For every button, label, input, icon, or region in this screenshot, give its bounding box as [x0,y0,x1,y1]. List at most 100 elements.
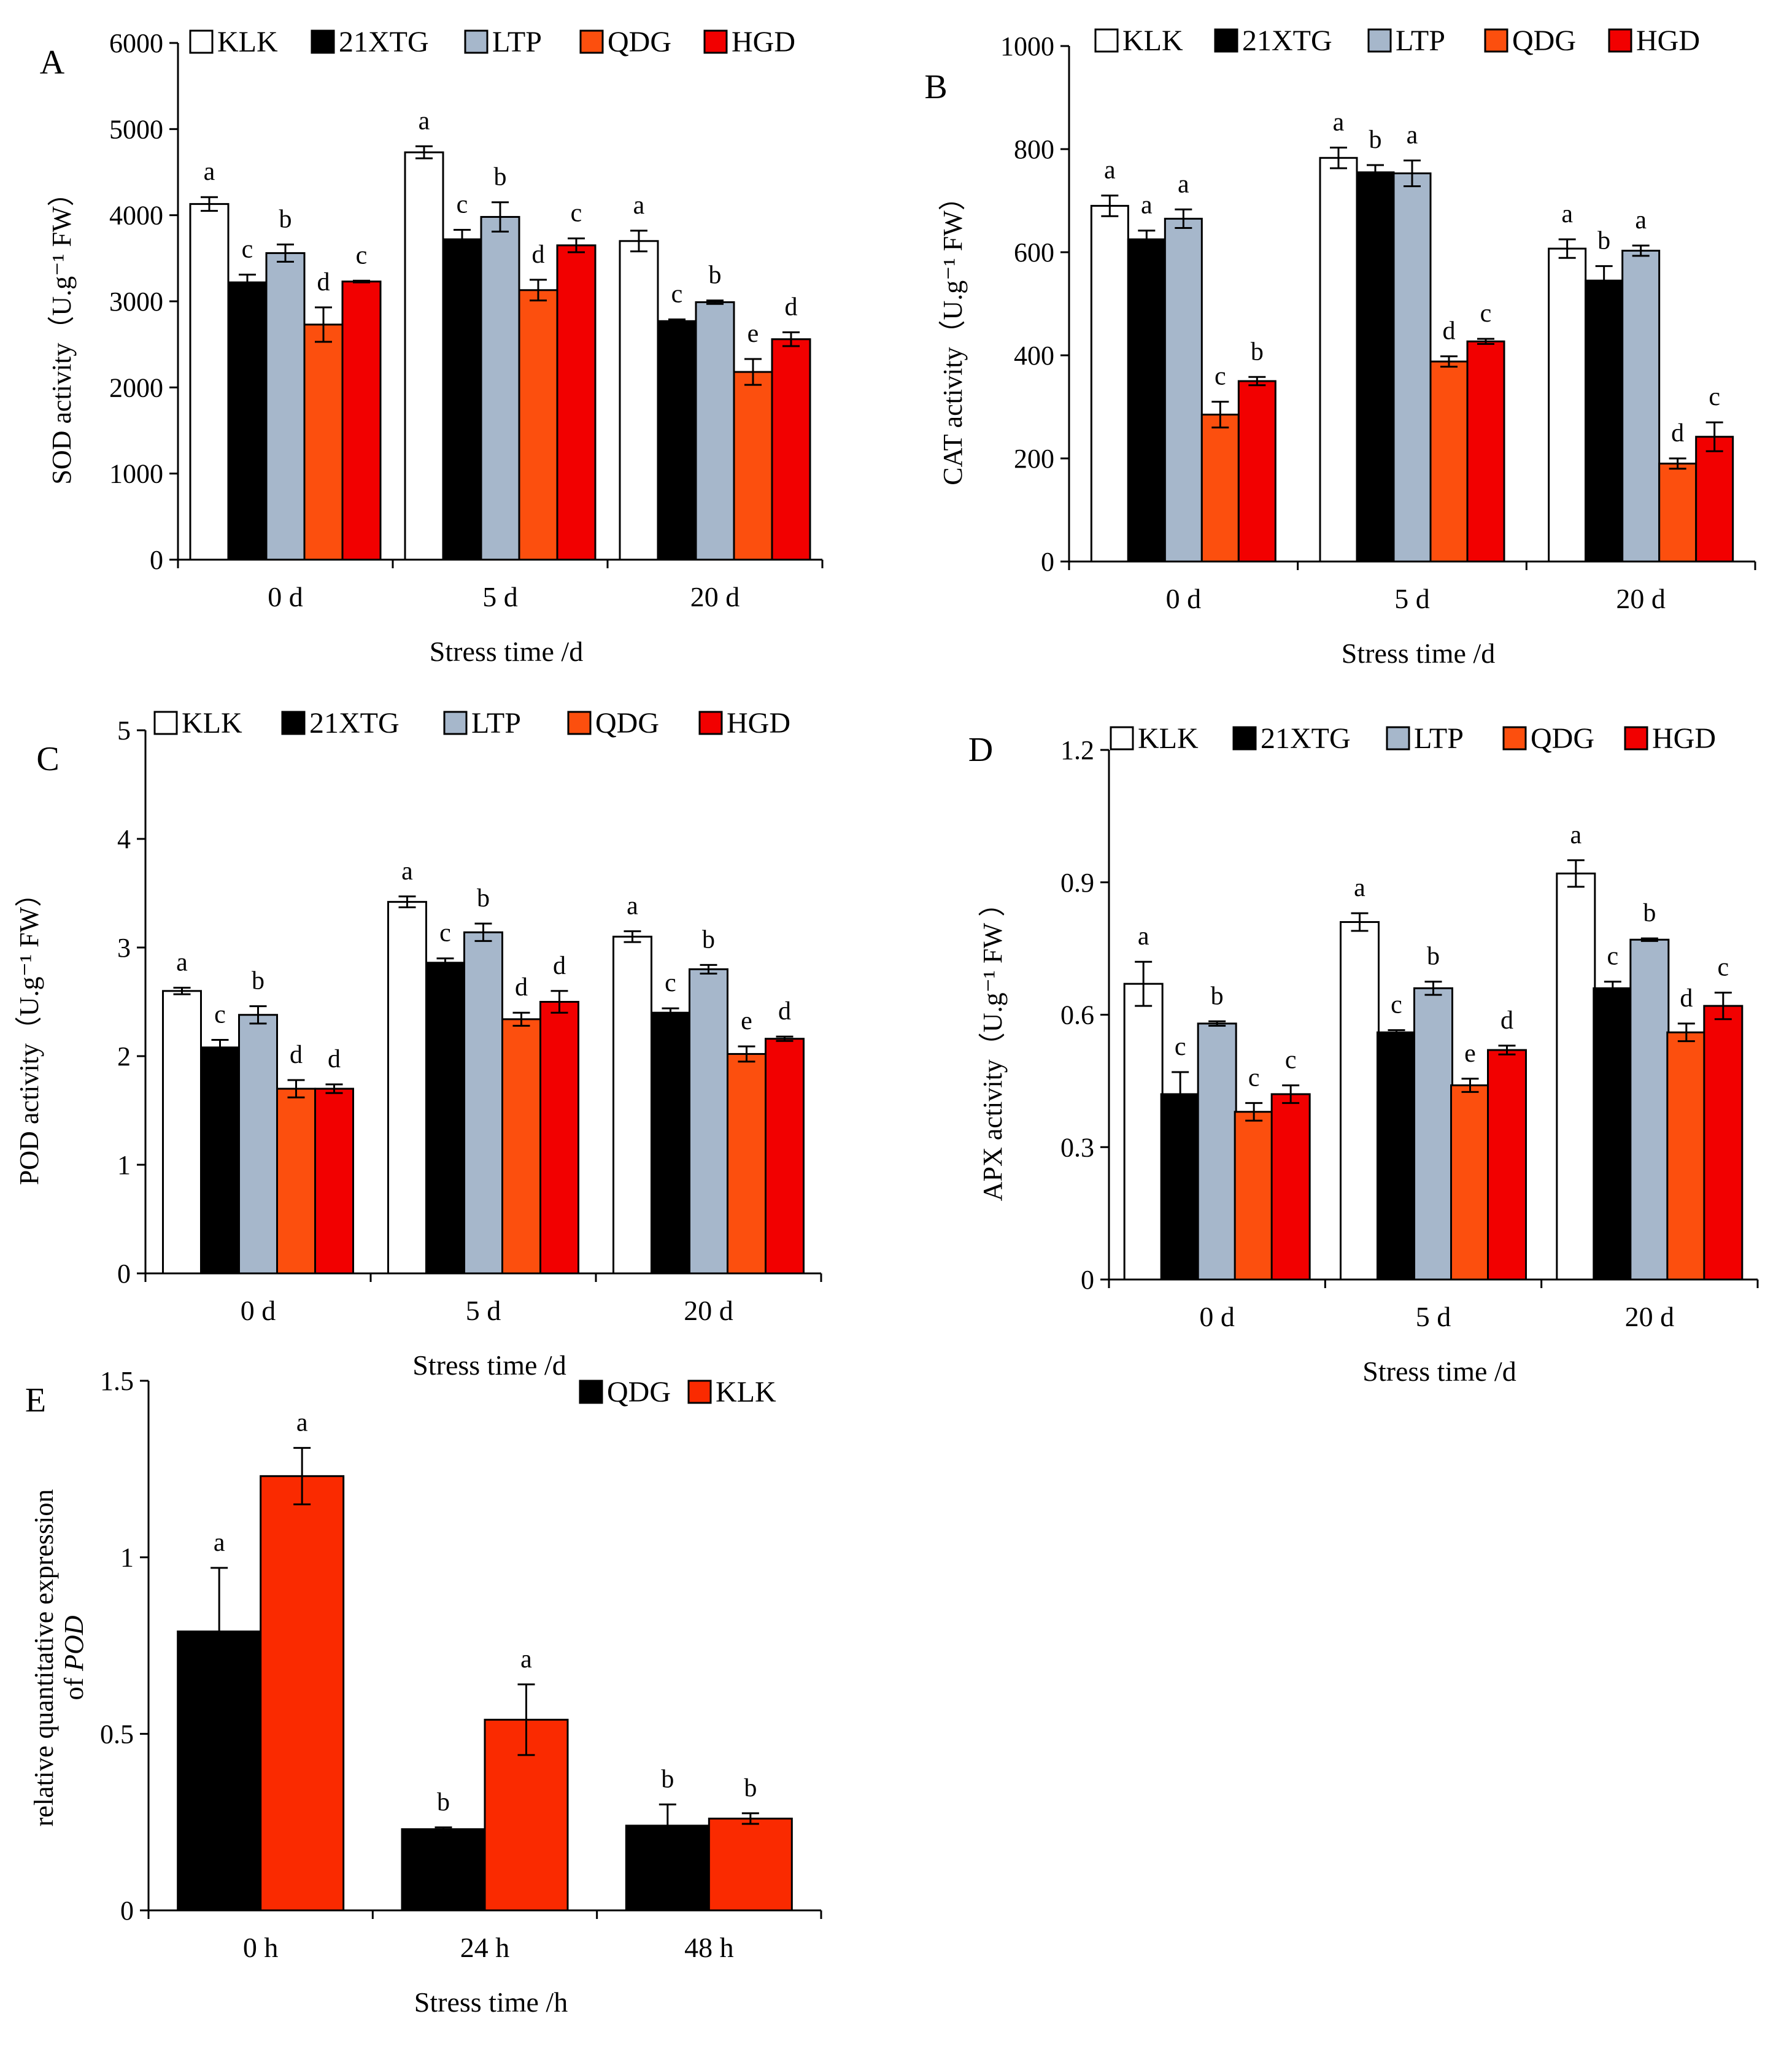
legend-label: QDG [595,707,659,739]
legend-swatch [579,29,604,54]
bar [463,931,503,1275]
y-axis-label: relative quantitative expression [29,1489,59,1827]
bar [265,252,306,561]
y-tick-label: 2 [117,1041,131,1071]
y-tick-label: 1 [120,1543,134,1573]
y-axis-label: APX activity（U.g⁻¹ FW ） [978,890,1008,1201]
y-tick-label: 0 [117,1259,131,1289]
legend-label: KLK [716,1376,776,1408]
bar [238,1014,278,1275]
y-tick-label: 0 [120,1896,134,1926]
legend-label: LTP [1396,25,1445,57]
legend-swatch [464,29,489,54]
legend-swatch [189,29,214,54]
panel-label: D [968,731,993,769]
bar [1658,462,1697,563]
legend-swatch [311,29,335,54]
significance-letter: b [1251,338,1264,366]
bar [1237,380,1276,563]
significance-letter: a [1635,206,1647,234]
y-axis-label-gene: of POD [59,1615,89,1700]
significance-letter: b [661,1765,674,1793]
y-tick-label: 1000 [1000,31,1054,61]
significance-letter: d [290,1041,303,1069]
bar [404,151,444,561]
bar [260,1475,345,1912]
legend-label: 21XTG [1242,25,1332,57]
significance-letter: a [204,158,215,186]
legend-swatch [1214,28,1238,53]
significance-letter: c [439,919,451,948]
x-axis-label: Stress time /d [1362,1356,1516,1387]
significance-letter: e [1464,1040,1476,1068]
x-tick-label: 20 d [1616,583,1666,614]
significance-letter: b [1369,126,1382,154]
legend-label: 21XTG [339,26,429,58]
bar [695,301,735,561]
bar [1234,1111,1274,1281]
significance-letter: c [1248,1064,1260,1092]
bar [1356,171,1395,563]
legend-swatch [1502,726,1527,751]
panel-E: E 0 0.5 1 1.5 a a 0 h b a 24 h b b 48 h Stress time /h… [25,1366,822,2018]
bar [1429,360,1469,563]
significance-letter: e [741,1007,752,1035]
legend-label: HGD [732,26,795,58]
y-axis-label-prefix: of [59,1671,89,1700]
legend-label: KLK [217,26,278,58]
legend-label: KLK [182,707,242,739]
legend-swatch [687,1380,712,1404]
x-tick-label: 0 h [243,1932,279,1963]
significance-letter: b [709,261,722,290]
legend-swatch [1110,726,1134,751]
y-tick-label: 1.2 [1060,735,1094,765]
y-tick-label: 3 [117,933,131,963]
legend-label: LTP [492,26,542,58]
bar [657,320,697,561]
significance-letter: c [671,280,683,308]
legend-swatch [281,711,306,735]
bar [765,1038,805,1275]
legend-swatch [153,711,178,735]
significance-letter: a [419,107,430,135]
legend-label: LTP [1414,722,1464,755]
bar [1450,1084,1490,1281]
y-tick-label: 4000 [109,201,163,231]
legend-swatch [1094,28,1119,53]
legend-label: QDG [1531,722,1594,755]
significance-letter: d [778,997,791,1025]
bar [1666,1031,1707,1281]
x-tick-label: 0 d [1199,1301,1235,1332]
y-tick-label: 2000 [109,373,163,403]
legend-label: QDG [607,1376,671,1408]
significance-letter: a [296,1408,308,1437]
legend-swatch [1386,726,1410,751]
y-tick-label: 600 [1014,237,1054,268]
bar [303,323,344,561]
x-tick-label: 0 d [1166,583,1202,614]
x-axis-label: Stress time /d [1342,638,1495,669]
significance-letter: c [1391,991,1402,1019]
bar [162,990,202,1275]
bar [1585,279,1624,563]
y-tick-label: 200 [1014,444,1054,474]
bar [1413,987,1453,1281]
y-tick-label: 0.6 [1060,1000,1094,1030]
y-tick-label: 0 [1041,547,1054,577]
y-tick-label: 1.5 [100,1366,134,1396]
bar [1556,872,1596,1281]
significance-letter: c [1215,363,1226,391]
significance-letter: c [356,241,368,269]
bar [1629,938,1670,1281]
bar [1392,172,1432,563]
significance-letter: a [1178,170,1189,198]
legend-swatch [703,29,728,54]
bar [442,238,482,561]
bar [1164,217,1203,563]
significance-letter: b [1427,943,1440,971]
legend-swatch [579,1380,603,1404]
y-tick-label: 1 [117,1150,131,1180]
